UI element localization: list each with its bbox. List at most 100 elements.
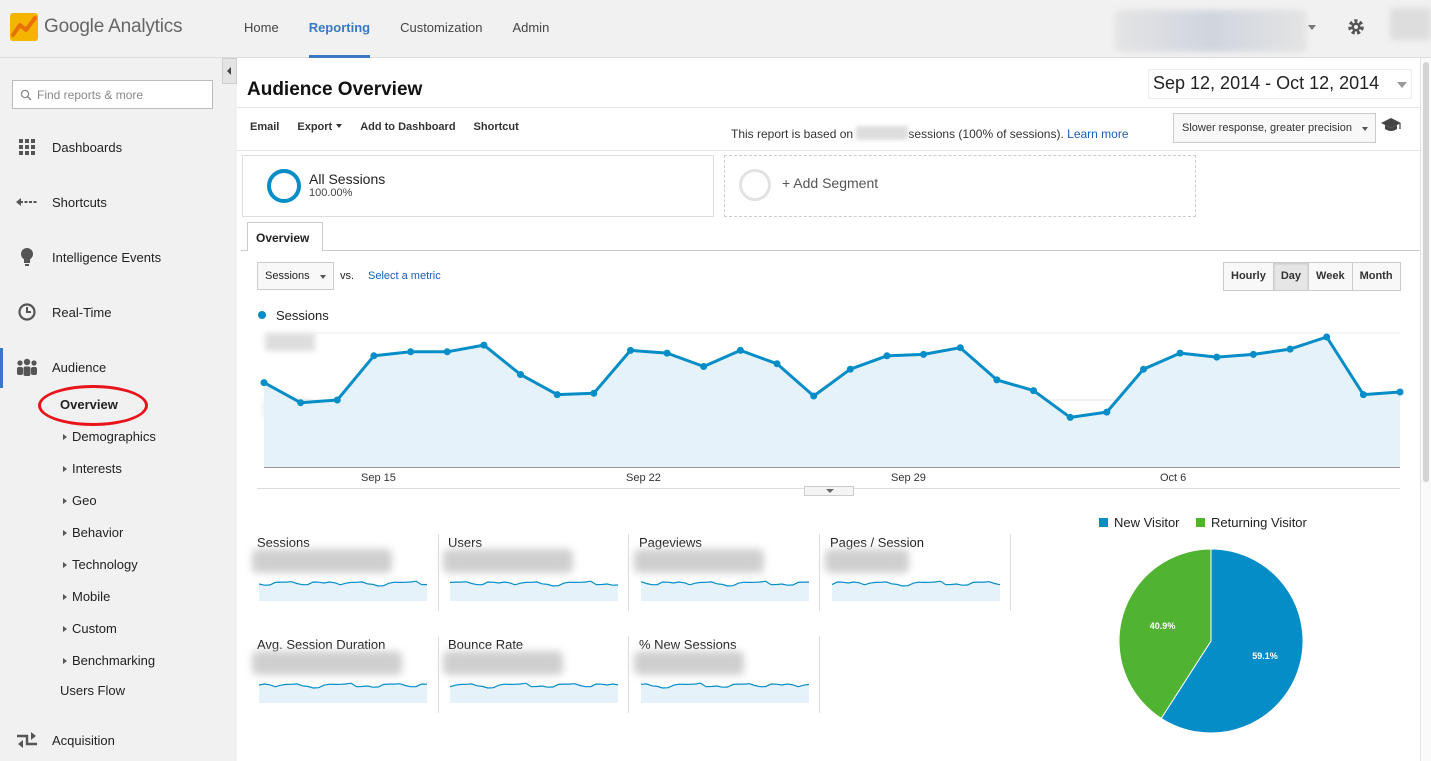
- sessions-data-point[interactable]: [1140, 365, 1147, 373]
- sessions-data-point[interactable]: [443, 348, 451, 356]
- add-to-dashboard-button[interactable]: Add to Dashboard: [360, 121, 456, 133]
- sessions-data-point[interactable]: [700, 363, 708, 370]
- select-metric-link[interactable]: Select a metric: [368, 270, 441, 282]
- gear-icon[interactable]: [1346, 17, 1366, 37]
- sessions-data-point[interactable]: [590, 389, 598, 397]
- sessions-data-point[interactable]: [1396, 388, 1404, 396]
- granularity-hourly-button[interactable]: Hourly: [1224, 263, 1274, 290]
- granularity-month-button[interactable]: Month: [1352, 263, 1400, 290]
- export-button[interactable]: Export: [297, 121, 343, 133]
- email-button[interactable]: Email: [250, 121, 280, 133]
- sessions-data-point[interactable]: [407, 348, 415, 356]
- sessions-data-point[interactable]: [883, 352, 891, 360]
- sidebar-item-label: Acquisition: [52, 732, 115, 748]
- sessions-data-point[interactable]: [260, 379, 268, 387]
- visitor-type-pie-chart[interactable]: 59.1% 40.9%: [1115, 545, 1307, 737]
- sessions-data-point[interactable]: [736, 346, 744, 354]
- google-analytics-logo[interactable]: Google Analytics: [10, 13, 183, 41]
- sessions-legend-marker: [258, 311, 266, 319]
- sessions-data-point[interactable]: [627, 346, 634, 354]
- sidebar-subitem-interests[interactable]: Interests: [60, 461, 122, 476]
- granularity-day-button[interactable]: Day: [1273, 263, 1310, 290]
- metric-cell[interactable]: % New Sessions: [634, 637, 829, 714]
- sidebar-item-audience[interactable]: Audience: [0, 352, 222, 382]
- avatar[interactable]: [1390, 8, 1431, 40]
- x-tick-label: Oct 6: [1160, 472, 1187, 484]
- sidebar-subitem-overview[interactable]: Overview: [60, 397, 118, 412]
- sidebar-subitem-custom[interactable]: Custom: [60, 621, 117, 636]
- metric-cell[interactable]: Sessions: [252, 535, 447, 612]
- tab-divider: [241, 250, 1420, 251]
- sidebar-subitem-geo[interactable]: Geo: [60, 493, 97, 508]
- add-segment-button[interactable]: + Add Segment: [724, 155, 1196, 217]
- sidebar-item-dashboards[interactable]: Dashboards: [0, 132, 222, 162]
- logo-wordmark: Google Analytics: [44, 16, 183, 37]
- nav-admin[interactable]: Admin: [512, 20, 550, 35]
- sessions-data-point[interactable]: [553, 391, 561, 399]
- sidebar-subitem-demographics[interactable]: Demographics: [60, 429, 156, 444]
- sidebar-subitem-benchmarking[interactable]: Benchmarking: [60, 653, 155, 668]
- sessions-data-point[interactable]: [1249, 350, 1257, 358]
- active-section-indicator: [0, 348, 3, 388]
- tab-overview[interactable]: Overview: [247, 222, 323, 251]
- sessions-data-point[interactable]: [333, 396, 341, 404]
- sidebar-item-shortcuts[interactable]: Shortcuts: [0, 187, 222, 217]
- sessions-data-point[interactable]: [920, 350, 928, 358]
- date-range-picker[interactable]: Sep 12, 2014 - Oct 12, 2014: [1148, 69, 1412, 99]
- metric-select[interactable]: Sessions: [257, 262, 334, 290]
- sessions-data-point[interactable]: [297, 399, 305, 407]
- metric-cell[interactable]: Pages / Session: [825, 535, 1020, 612]
- granularity-week-button[interactable]: Week: [1309, 263, 1353, 290]
- sessions-line-chart[interactable]: [237, 325, 1407, 475]
- sessions-data-point[interactable]: [1066, 413, 1074, 421]
- sessions-data-point[interactable]: [370, 352, 378, 360]
- sessions-data-point[interactable]: [480, 341, 488, 349]
- graduation-cap-icon[interactable]: [1380, 117, 1402, 133]
- sessions-data-point[interactable]: [1103, 408, 1111, 416]
- account-selector[interactable]: [1115, 10, 1307, 52]
- sessions-data-point[interactable]: [1030, 387, 1037, 395]
- sessions-data-point[interactable]: [1323, 333, 1331, 341]
- shortcut-button[interactable]: Shortcut: [473, 121, 519, 133]
- metric-cell[interactable]: Pageviews: [634, 535, 829, 612]
- account-dropdown-caret-icon[interactable]: [1308, 25, 1316, 30]
- sessions-data-point[interactable]: [993, 376, 1001, 384]
- sessions-data-point[interactable]: [1286, 345, 1294, 353]
- metric-cell[interactable]: Bounce Rate: [443, 637, 638, 714]
- sessions-data-point[interactable]: [663, 349, 671, 357]
- sidebar-subitem-behavior[interactable]: Behavior: [60, 525, 123, 540]
- nav-reporting[interactable]: Reporting: [308, 0, 371, 58]
- metric-cell[interactable]: Users: [443, 535, 638, 612]
- sessions-data-point[interactable]: [1213, 353, 1221, 361]
- learn-more-link[interactable]: Learn more: [1067, 127, 1129, 141]
- sidebar-item-label: Dashboards: [52, 139, 123, 155]
- nav-home[interactable]: Home: [244, 20, 279, 35]
- sidebar-subitem-users-flow[interactable]: Users Flow: [60, 683, 126, 698]
- segment-all-sessions[interactable]: All Sessions 100.00%: [242, 155, 714, 217]
- sidebar-subitem-technology[interactable]: Technology: [60, 557, 138, 572]
- nav-customization[interactable]: Customization: [400, 20, 483, 35]
- sidebar-item-intelligence-events[interactable]: Intelligence Events: [0, 242, 222, 272]
- sessions-data-point[interactable]: [810, 392, 818, 400]
- legend-new-visitor: New Visitor: [1099, 515, 1180, 530]
- sessions-data-point[interactable]: [956, 344, 964, 352]
- sessions-data-point[interactable]: [773, 360, 781, 368]
- date-range-caret-icon[interactable]: [1397, 82, 1407, 88]
- sessions-data-point[interactable]: [517, 371, 524, 378]
- sessions-data-point[interactable]: [846, 365, 854, 373]
- precision-select[interactable]: Slower response, greater precision: [1173, 113, 1376, 143]
- collapse-sidebar-button[interactable]: [222, 58, 237, 84]
- sessions-data-point[interactable]: [1176, 349, 1184, 357]
- pie-slice-returning-visitor[interactable]: [1118, 548, 1212, 720]
- search-input[interactable]: Find reports & more: [12, 80, 213, 109]
- scrollbar-thumb[interactable]: [1423, 62, 1429, 482]
- sidebar-subitem-mobile[interactable]: Mobile: [60, 589, 110, 604]
- redacted-metric-value: [252, 651, 402, 675]
- sidebar-item-real-time[interactable]: Real-Time: [0, 297, 222, 327]
- metric-cell[interactable]: Avg. Session Duration: [252, 637, 447, 714]
- pie-slice-new-visitor[interactable]: [1160, 548, 1304, 734]
- sessions-data-point[interactable]: [1359, 391, 1367, 399]
- sidebar-item-acquisition[interactable]: Acquisition: [0, 725, 222, 755]
- chart-collapse-toggle[interactable]: [804, 486, 854, 496]
- metric-name: Pageviews: [639, 535, 702, 550]
